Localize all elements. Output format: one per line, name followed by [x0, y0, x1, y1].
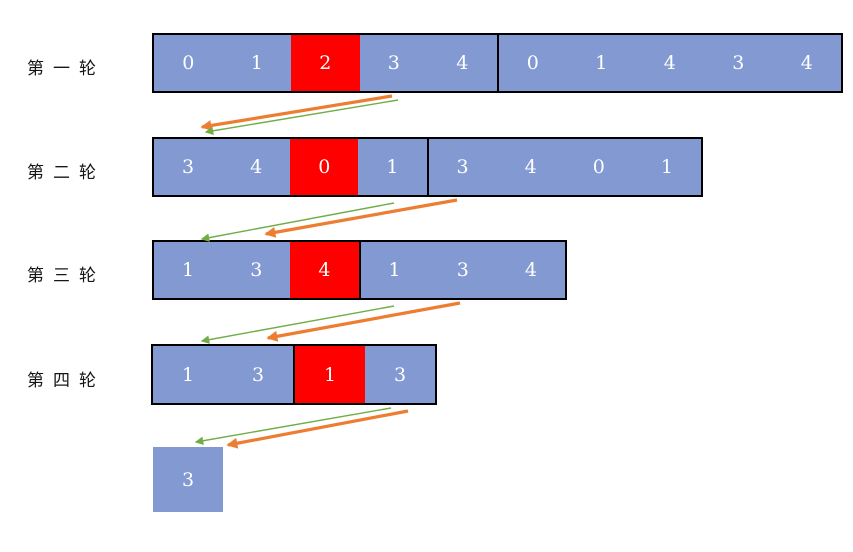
array-cell: 1: [358, 242, 429, 298]
round-label-1: 第一轮: [27, 59, 105, 79]
pivot-cell: 4: [290, 242, 359, 298]
array-cell: 0: [592, 156, 605, 178]
array-cell: 3: [393, 363, 407, 386]
array-cell: 0: [496, 35, 568, 91]
round-4-array: 1 3 1 3: [151, 344, 437, 405]
pivot-cell: 1: [293, 346, 365, 403]
round2-to-round3-orange: [264, 198, 458, 238]
array-cell: 1: [386, 156, 399, 178]
array-cell: 1: [660, 156, 673, 178]
array-cell: 4: [663, 52, 676, 74]
array-cell: 3: [732, 52, 745, 74]
array-cell: 4: [524, 156, 537, 178]
round1-to-round2-orange: [200, 94, 393, 131]
pivot-cell: 2: [291, 35, 360, 91]
array-cell: 4: [524, 259, 537, 281]
round-label-2: 第二轮: [27, 163, 105, 183]
round4-to-final-orange: [226, 409, 409, 449]
array-cell: 3: [387, 52, 400, 74]
array-cell: 1: [181, 363, 195, 386]
array-cell: 4: [800, 52, 813, 74]
array-cell: 1: [595, 52, 608, 74]
round3-to-round4-green: [200, 305, 395, 344]
final-cell: 3: [153, 447, 223, 512]
round-1-array: 0 1 2 3 4 0 1 4 3 4: [152, 33, 843, 93]
round4-to-final-green: [194, 407, 392, 445]
array-cell: 3: [250, 259, 263, 281]
array-cell: 1: [250, 52, 263, 74]
array-cell: 3: [182, 156, 195, 178]
round-label-3: 第三轮: [27, 266, 105, 286]
array-cell: 1: [182, 259, 195, 281]
round3-to-round4-orange: [266, 301, 461, 342]
array-cell: 3: [251, 363, 265, 386]
round1-to-round2-green: [204, 99, 399, 136]
round-label-4: 第四轮: [27, 371, 105, 391]
array-cell: 3: [426, 139, 497, 195]
array-cell: 3: [456, 259, 469, 281]
pivot-cell: 0: [290, 139, 359, 195]
array-cell: 4: [456, 52, 469, 74]
round2-to-round3-green: [200, 202, 395, 242]
array-cell: 0: [182, 52, 195, 74]
array-cell: 4: [250, 156, 263, 178]
round-2-array: 3 4 0 1 3 4 0 1: [152, 137, 703, 197]
